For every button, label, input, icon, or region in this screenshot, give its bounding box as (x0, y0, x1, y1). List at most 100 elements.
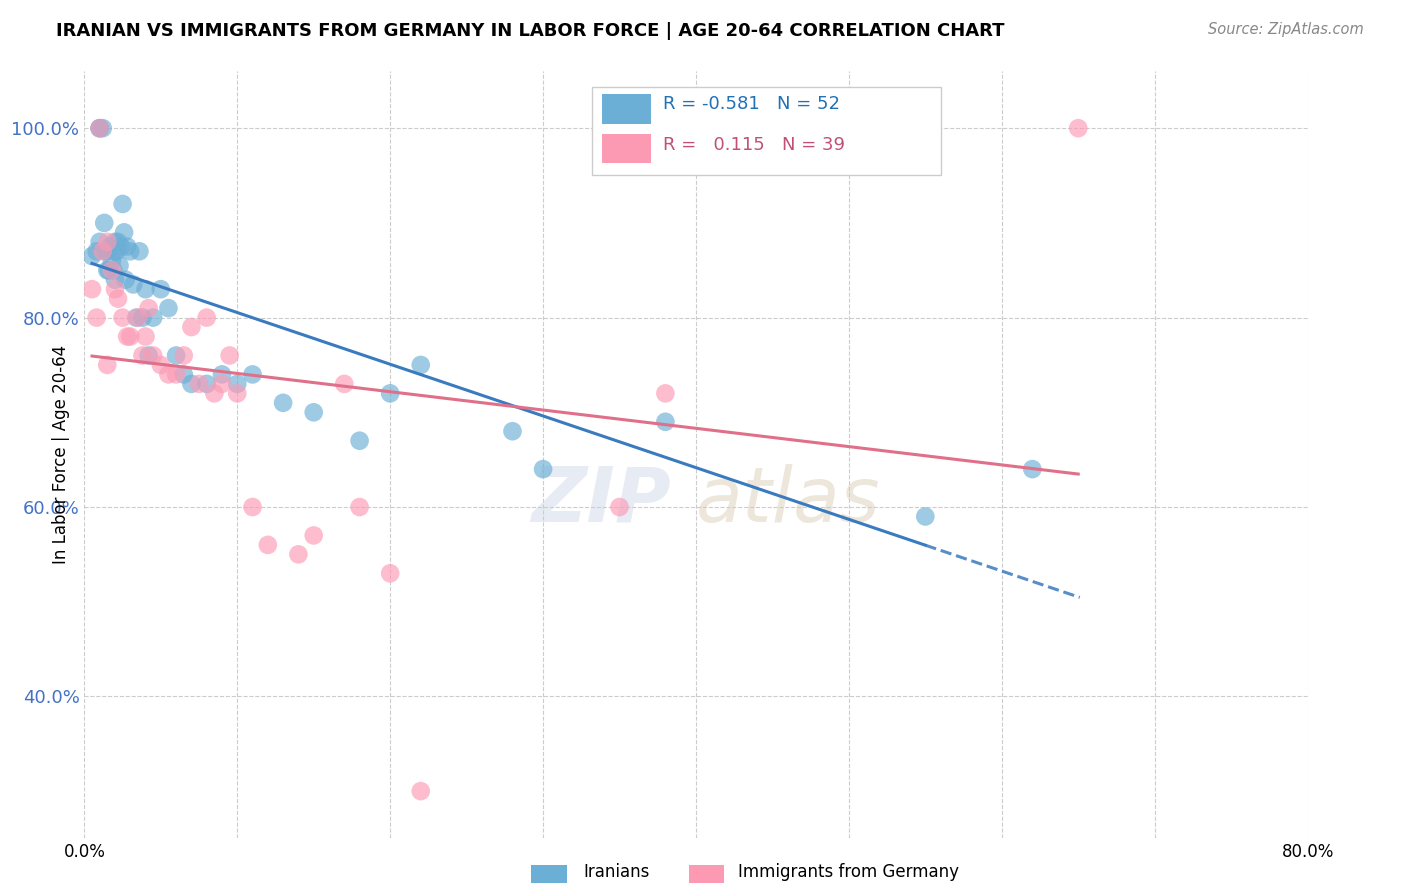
Point (103, 263, 125, 277)
Point (97, 263, 120, 277)
Point (302, 528, 325, 542)
Text: Source: ZipAtlas.com: Source: ZipAtlas.com (1208, 22, 1364, 37)
Text: Immigrants from Germany: Immigrants from Germany (738, 863, 959, 881)
Point (654, 386, 676, 401)
Point (111, 197, 134, 211)
Point (107, 292, 129, 306)
Point (122, 277, 145, 292)
Point (96, 358, 118, 372)
Point (409, 784, 432, 798)
Point (114, 273, 136, 287)
Point (112, 225, 135, 239)
Point (180, 376, 202, 391)
Point (108, 259, 131, 273)
Point (218, 349, 240, 363)
Point (104, 235, 127, 249)
Point (89, 121, 111, 136)
Point (98, 239, 121, 253)
Point (1021, 462, 1043, 476)
Point (80, 249, 103, 263)
Point (96, 235, 118, 249)
Point (120, 244, 142, 259)
Point (302, 405, 325, 419)
Point (654, 415, 676, 429)
Point (125, 310, 148, 325)
FancyBboxPatch shape (592, 87, 941, 175)
Point (165, 349, 187, 363)
Point (115, 329, 138, 343)
Point (127, 310, 149, 325)
Point (409, 358, 432, 372)
Text: IRANIAN VS IMMIGRANTS FROM GERMANY IN LABOR FORCE | AGE 20-64 CORRELATION CHART: IRANIAN VS IMMIGRANTS FROM GERMANY IN LA… (56, 22, 1005, 40)
Point (271, 396, 294, 410)
Point (257, 538, 280, 552)
Point (380, 386, 402, 401)
Point (105, 244, 128, 259)
Point (333, 376, 356, 391)
Point (149, 282, 172, 296)
Point (120, 329, 142, 343)
Point (138, 301, 160, 315)
Point (180, 320, 202, 334)
Point (142, 349, 165, 363)
Point (502, 424, 524, 438)
Point (202, 386, 225, 401)
Point (89, 235, 111, 249)
Point (165, 368, 187, 382)
Point (135, 329, 157, 343)
Point (157, 301, 180, 315)
Point (195, 310, 218, 325)
Point (914, 509, 936, 524)
Text: ZIP: ZIP (531, 464, 672, 538)
Point (131, 310, 153, 325)
Point (531, 462, 554, 476)
Point (349, 434, 371, 448)
FancyBboxPatch shape (602, 95, 651, 123)
Point (96, 244, 118, 259)
Point (195, 376, 218, 391)
Point (115, 239, 138, 253)
Point (226, 386, 249, 401)
Point (111, 310, 134, 325)
Point (149, 358, 172, 372)
Point (609, 500, 631, 514)
Point (211, 368, 233, 382)
Point (93, 216, 115, 230)
Point (349, 500, 371, 514)
Point (86, 310, 108, 325)
Text: R =   0.115   N = 39: R = 0.115 N = 39 (664, 136, 845, 154)
Point (157, 368, 180, 382)
Point (104, 244, 127, 259)
Point (173, 349, 195, 363)
Point (104, 282, 127, 296)
Point (104, 273, 127, 287)
Point (142, 310, 165, 325)
Point (226, 376, 249, 391)
Point (89, 121, 111, 136)
Point (86, 244, 108, 259)
Point (110, 239, 132, 253)
Point (242, 500, 264, 514)
Text: Iranians: Iranians (583, 863, 650, 881)
FancyBboxPatch shape (602, 135, 651, 163)
Point (173, 368, 195, 382)
Text: atlas: atlas (696, 464, 880, 538)
Text: R = -0.581   N = 52: R = -0.581 N = 52 (664, 95, 839, 112)
Point (91, 121, 114, 136)
Point (89, 121, 111, 136)
Point (80, 282, 103, 296)
Point (211, 376, 233, 391)
Point (101, 263, 124, 277)
Point (94, 244, 117, 259)
Point (91, 244, 114, 259)
Point (107, 235, 129, 249)
Point (101, 253, 124, 268)
Point (287, 547, 309, 561)
Point (1067, 121, 1090, 136)
Point (128, 244, 150, 259)
Point (135, 282, 157, 296)
Point (188, 376, 211, 391)
Point (96, 263, 118, 277)
Point (138, 349, 160, 363)
Point (131, 349, 153, 363)
